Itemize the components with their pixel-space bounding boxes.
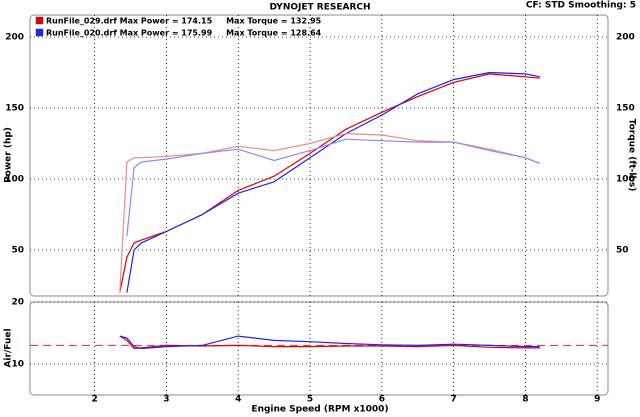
- chart-title: DYNOJET RESEARCH: [269, 3, 370, 13]
- x-tick-label: 4: [235, 395, 241, 405]
- y-tick-label: 100: [5, 174, 24, 184]
- x-tick-label: 8: [522, 395, 528, 405]
- series-line: [119, 132, 541, 293]
- legend-swatch: [35, 28, 44, 37]
- y2-axis-label: Torque (ft-lbs): [627, 119, 637, 192]
- y2-tick-label: 200: [616, 33, 635, 43]
- x-tick-label: 9: [594, 395, 600, 405]
- y-tick-label: 200: [5, 33, 24, 43]
- y-tick-label: 20: [11, 298, 24, 308]
- x-tick-label: 6: [379, 395, 385, 405]
- legend-entry: RunFile_020.drf Max Power = 175.99 Max T…: [46, 29, 322, 38]
- series-line: [126, 71, 540, 293]
- y-tick-label: 150: [5, 104, 24, 114]
- x-tick-label: 3: [163, 395, 169, 405]
- series-line: [119, 335, 540, 350]
- lower-panel: [29, 301, 609, 396]
- x-tick-label: 7: [450, 395, 456, 405]
- x-tick-label: 5: [307, 395, 313, 405]
- plot-area: [119, 71, 541, 293]
- legend-swatch: [35, 16, 44, 25]
- series-line: [126, 138, 541, 236]
- y-tick-label: 10: [11, 360, 24, 370]
- y-tick-label: 50: [11, 245, 24, 255]
- legend-entry: RunFile_029.drf Max Power = 174.15 Max T…: [46, 17, 322, 26]
- settings-note: CF: STD Smoothing: 5: [526, 1, 636, 11]
- y2-tick-label: 100: [616, 174, 635, 184]
- y2-tick-label: 150: [616, 104, 635, 114]
- y-axis-label: Power (hp): [4, 127, 14, 183]
- x-tick-label: 2: [91, 395, 97, 405]
- series-line: [119, 73, 540, 293]
- y2-tick-label: 50: [616, 245, 629, 255]
- x-axis-label: Engine Speed (RPM x1000): [251, 405, 388, 415]
- y-axis-label: Air/Fuel: [4, 328, 14, 367]
- series-line: [119, 335, 540, 350]
- plot-area: [119, 335, 540, 350]
- upper-panel: [29, 14, 609, 297]
